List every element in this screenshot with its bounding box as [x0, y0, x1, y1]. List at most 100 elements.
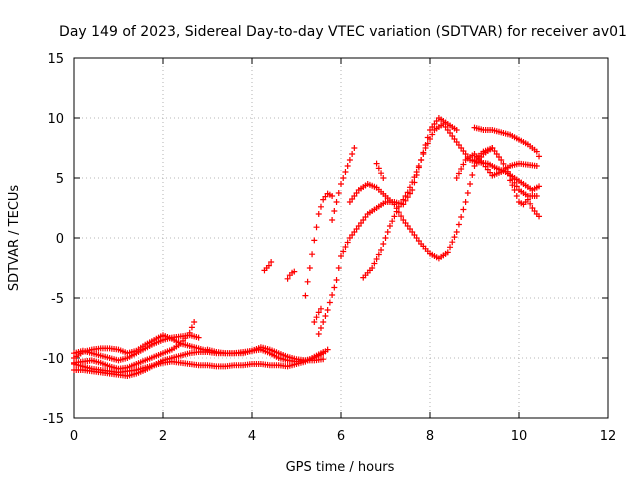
x-tick-label: 4	[248, 429, 256, 444]
data-point	[317, 203, 324, 210]
y-tick-label: -5	[51, 292, 64, 307]
y-tick-label: -15	[43, 412, 64, 427]
data-point	[340, 248, 347, 255]
data-point	[386, 223, 393, 229]
x-tick-label: 6	[337, 429, 345, 444]
data-point	[391, 201, 398, 208]
data-point	[444, 249, 451, 256]
y-tick-label: -10	[43, 352, 64, 367]
data-point	[315, 331, 322, 337]
data-point	[375, 251, 382, 258]
data-point	[313, 314, 320, 321]
data-point	[344, 163, 351, 169]
data-point	[351, 145, 358, 151]
data-point	[315, 211, 322, 217]
data-point	[429, 131, 436, 138]
series-upper-right	[471, 124, 543, 160]
data-point	[507, 177, 514, 184]
axis-ticks: 0 2 4 6 8 10 12 -15 -10 -5 0 5 10 15	[43, 52, 617, 444]
data-point	[306, 265, 313, 271]
data-point	[195, 334, 202, 341]
data-point	[188, 324, 195, 331]
data-point	[513, 183, 520, 190]
data-point	[186, 329, 193, 336]
data-point	[191, 319, 198, 325]
series-tail	[507, 177, 543, 220]
data-point	[533, 148, 540, 155]
x-tick-label: 12	[600, 429, 617, 444]
data-point	[265, 262, 272, 269]
data-point	[311, 237, 318, 244]
data-point	[464, 190, 471, 196]
data-point	[527, 200, 534, 207]
data-point	[333, 277, 340, 283]
data-point	[398, 213, 405, 220]
x-tick-label: 0	[70, 429, 78, 444]
x-axis-label: GPS time / hours	[286, 460, 395, 475]
data-point	[335, 190, 342, 196]
data-point	[346, 157, 353, 163]
data-point	[420, 151, 427, 157]
series-short-rise	[373, 160, 387, 181]
series-steep-b	[329, 145, 358, 223]
y-axis-label: SDTVAR / TECUs	[7, 185, 22, 292]
data-point	[389, 218, 396, 225]
data-point	[402, 193, 409, 199]
data-point	[536, 183, 543, 190]
data-point	[338, 181, 344, 187]
y-tick-label: 5	[56, 172, 64, 187]
data-point	[344, 239, 351, 246]
data-point	[513, 193, 520, 199]
data-point	[453, 127, 460, 133]
data-point	[398, 200, 405, 207]
data-point	[460, 206, 467, 213]
series-isolated-a	[261, 259, 275, 274]
data-point	[415, 163, 422, 169]
data-point	[424, 140, 431, 147]
data-point	[317, 325, 324, 331]
data-point	[378, 247, 385, 253]
series-bump-a	[346, 145, 496, 262]
data-point	[340, 175, 347, 181]
data-point	[320, 319, 327, 325]
data-point	[451, 234, 458, 241]
series-low-band-e	[71, 319, 198, 372]
data-point	[317, 305, 324, 312]
data-point	[498, 157, 505, 163]
data-point	[284, 275, 291, 282]
data-point	[378, 170, 385, 177]
data-point	[380, 241, 387, 247]
series-isolated-c	[311, 305, 324, 325]
x-tick-label: 10	[511, 429, 528, 444]
data-point	[500, 160, 507, 167]
data-point	[458, 214, 465, 220]
data-point	[404, 189, 411, 196]
x-tick-label: 2	[159, 429, 167, 444]
data-point	[373, 160, 380, 167]
data-point	[467, 181, 474, 187]
data-point	[380, 175, 387, 181]
data-point	[268, 259, 275, 265]
y-tick-label: 0	[56, 232, 64, 247]
data-point	[453, 229, 460, 235]
data-point	[418, 157, 425, 163]
data-point	[302, 292, 309, 299]
data-point	[291, 268, 298, 275]
data-point	[320, 356, 327, 363]
data-point	[411, 174, 418, 181]
data-point	[462, 199, 469, 205]
data-point	[331, 208, 338, 214]
data-point	[311, 319, 318, 325]
data-point	[342, 244, 349, 250]
data-point	[324, 307, 331, 313]
data-point	[427, 136, 433, 142]
data-point	[511, 187, 518, 193]
data-point	[349, 151, 356, 157]
data-point	[375, 165, 382, 172]
data-point	[447, 244, 454, 251]
x-tick-label: 8	[426, 429, 434, 444]
data-point	[391, 213, 398, 220]
data-point	[369, 265, 376, 271]
series-low-band-f	[204, 344, 327, 364]
